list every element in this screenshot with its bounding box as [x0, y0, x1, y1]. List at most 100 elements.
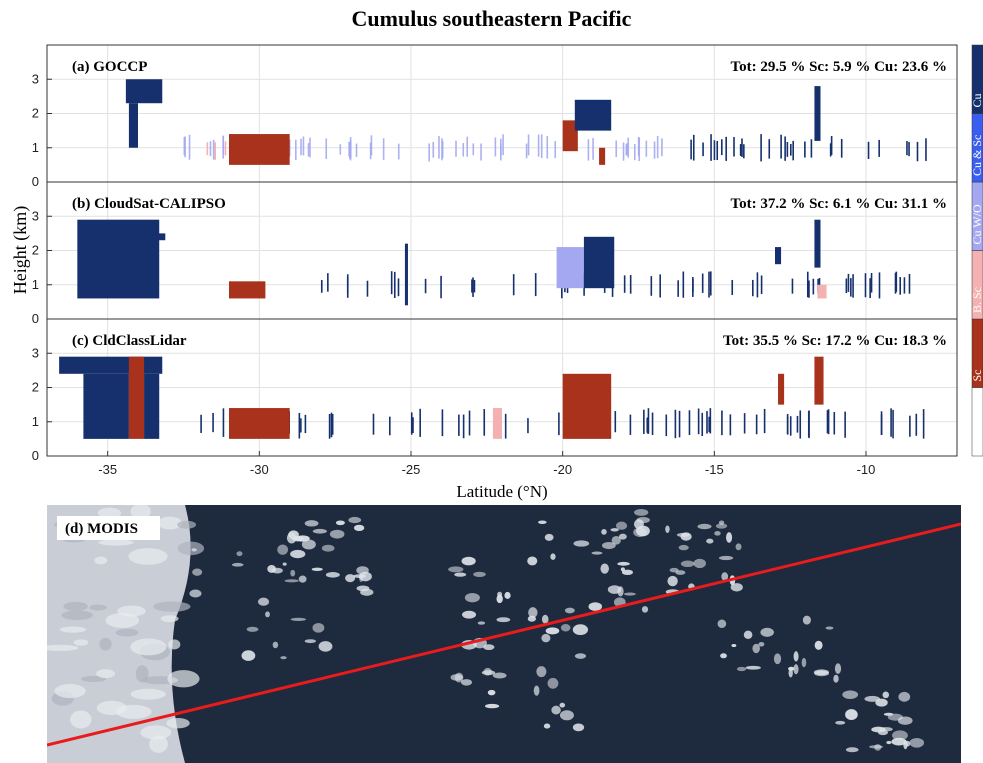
cloud-texture [81, 675, 107, 682]
cloud-column-mark [690, 139, 692, 160]
cloud-texture [168, 639, 181, 650]
cumulus-cloud [641, 606, 649, 613]
cloud-column-mark [466, 136, 469, 157]
cloud-column-mark [615, 140, 618, 158]
cloud-column-mark [512, 274, 515, 296]
cumulus-cloud [752, 643, 760, 654]
cloud-block-cu [83, 373, 129, 439]
y-tick-label: 2 [32, 243, 39, 258]
cloud-column-mark [909, 415, 911, 437]
x-axis-label: Latitude (°N) [456, 482, 547, 501]
cloud-column-mark [829, 143, 832, 157]
cloud-block-cu [77, 219, 160, 299]
cloud-block-cu [150, 233, 166, 241]
cumulus-cloud [675, 570, 686, 575]
cloud-column-mark [721, 410, 723, 436]
cumulus-cloud [621, 569, 634, 575]
cloud-column-mark [393, 271, 396, 298]
cumulus-cloud [665, 525, 670, 534]
cumulus-cloud [758, 641, 765, 647]
cloud-column-mark [625, 144, 628, 156]
cloud-column-mark [502, 134, 504, 156]
cumulus-cloud [284, 579, 299, 583]
axes: 0 1 2 3 (a) GOCCP Tot: 29.5 % Sc: 5.9 % Cu: 2… [10, 44, 958, 501]
cloud-column-mark [922, 409, 925, 439]
cloud-column-mark [328, 413, 331, 439]
cloud-column-mark [372, 413, 375, 435]
cloud-texture [160, 615, 179, 623]
cloud-column-mark [441, 141, 444, 158]
cloud-column-mark [677, 280, 679, 297]
y-tick-label: 1 [32, 277, 39, 292]
cumulus-cloud [845, 747, 859, 753]
cloud-column-mark [327, 273, 329, 292]
cloud-column-mark [623, 275, 626, 293]
cloud-column-mark [309, 137, 311, 158]
cloud-column-mark [790, 143, 792, 156]
cumulus-cloud [636, 525, 650, 537]
cumulus-cloud [720, 653, 727, 659]
cloud-texture [47, 644, 79, 651]
cloud-block-sc [778, 373, 785, 405]
cloud-column-mark [692, 278, 694, 292]
cumulus-cloud [617, 561, 630, 566]
colorbar-label: Cu & Sc [970, 135, 983, 176]
panel-label: (c) CldClassLidar [72, 333, 187, 349]
cumulus-cloud [667, 575, 678, 587]
cloud-column-mark [844, 411, 846, 438]
cloud-column-mark [908, 273, 911, 294]
cumulus-cloud [541, 614, 549, 624]
cumulus-cloud [793, 651, 799, 662]
cloud-column-mark [504, 413, 507, 439]
cloud-column-mark [916, 141, 919, 162]
cloud-column-mark [892, 409, 894, 439]
cumulus-cloud [335, 520, 345, 526]
colorbar-label: Sc [970, 370, 983, 382]
cloud-column-mark [471, 279, 473, 293]
cloud-column-mark [697, 408, 700, 435]
cumulus-cloud [801, 657, 807, 668]
cloud-column-mark [706, 411, 708, 434]
cloud-column-mark [472, 277, 474, 297]
cumulus-cloud [290, 549, 306, 559]
cloud-column-mark [799, 410, 802, 439]
cloud-texture [63, 601, 88, 612]
cumulus-cloud [773, 653, 782, 665]
cumulus-cloud [290, 617, 307, 622]
cloud-column-mark [480, 143, 482, 161]
modis-scene [47, 505, 961, 763]
cloud-block-cu [128, 103, 138, 148]
cumulus-cloud [572, 723, 585, 732]
cumulus-cloud [545, 627, 560, 635]
cloud-column-mark [692, 134, 695, 161]
cloud-texture [140, 725, 172, 740]
cloud-texture [135, 665, 149, 683]
cumulus-cloud [623, 592, 636, 596]
cloud-column-mark [729, 414, 732, 436]
cumulus-cloud [191, 548, 197, 552]
cumulus-cloud [883, 712, 894, 716]
cumulus-cloud [760, 627, 774, 637]
cumulus-cloud [611, 535, 621, 545]
cloud-texture [177, 520, 197, 529]
cumulus-cloud [864, 695, 881, 702]
cumulus-cloud [312, 623, 325, 633]
colorbar-label: B. Sc [970, 287, 983, 313]
cumulus-cloud [360, 588, 374, 596]
colorbar-segment [971, 44, 983, 114]
cloud-texture [130, 505, 151, 520]
cloud-texture [157, 516, 183, 530]
cloud-column-mark [830, 136, 833, 155]
colorbar: Clear Sc B. Sc Cu W/O Cu & Sc Cu [970, 44, 983, 457]
cloud-column-mark [540, 134, 543, 159]
cumulus-cloud [814, 640, 823, 650]
cumulus-cloud [359, 571, 372, 582]
cumulus-cloud [231, 562, 244, 567]
cloud-column-mark [330, 412, 333, 438]
cloud-block-sc [229, 134, 290, 165]
cumulus-cloud [454, 672, 464, 683]
cloud-column-mark [419, 408, 421, 437]
cloud-column-mark [646, 417, 649, 433]
cloud-column-mark [796, 415, 799, 433]
cumulus-cloud [528, 607, 538, 618]
